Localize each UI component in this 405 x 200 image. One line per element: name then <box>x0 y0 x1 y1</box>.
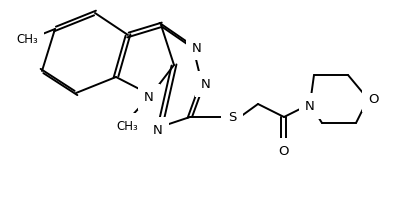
Text: N: N <box>200 78 210 91</box>
Text: O: O <box>368 93 378 106</box>
Text: N: N <box>305 100 314 113</box>
Text: O: O <box>278 145 288 158</box>
Text: N: N <box>153 124 162 137</box>
Text: CH₃: CH₃ <box>116 119 138 132</box>
Text: N: N <box>192 41 201 54</box>
Text: CH₃: CH₃ <box>16 32 38 45</box>
Text: S: S <box>227 111 236 124</box>
Text: N: N <box>144 91 153 104</box>
